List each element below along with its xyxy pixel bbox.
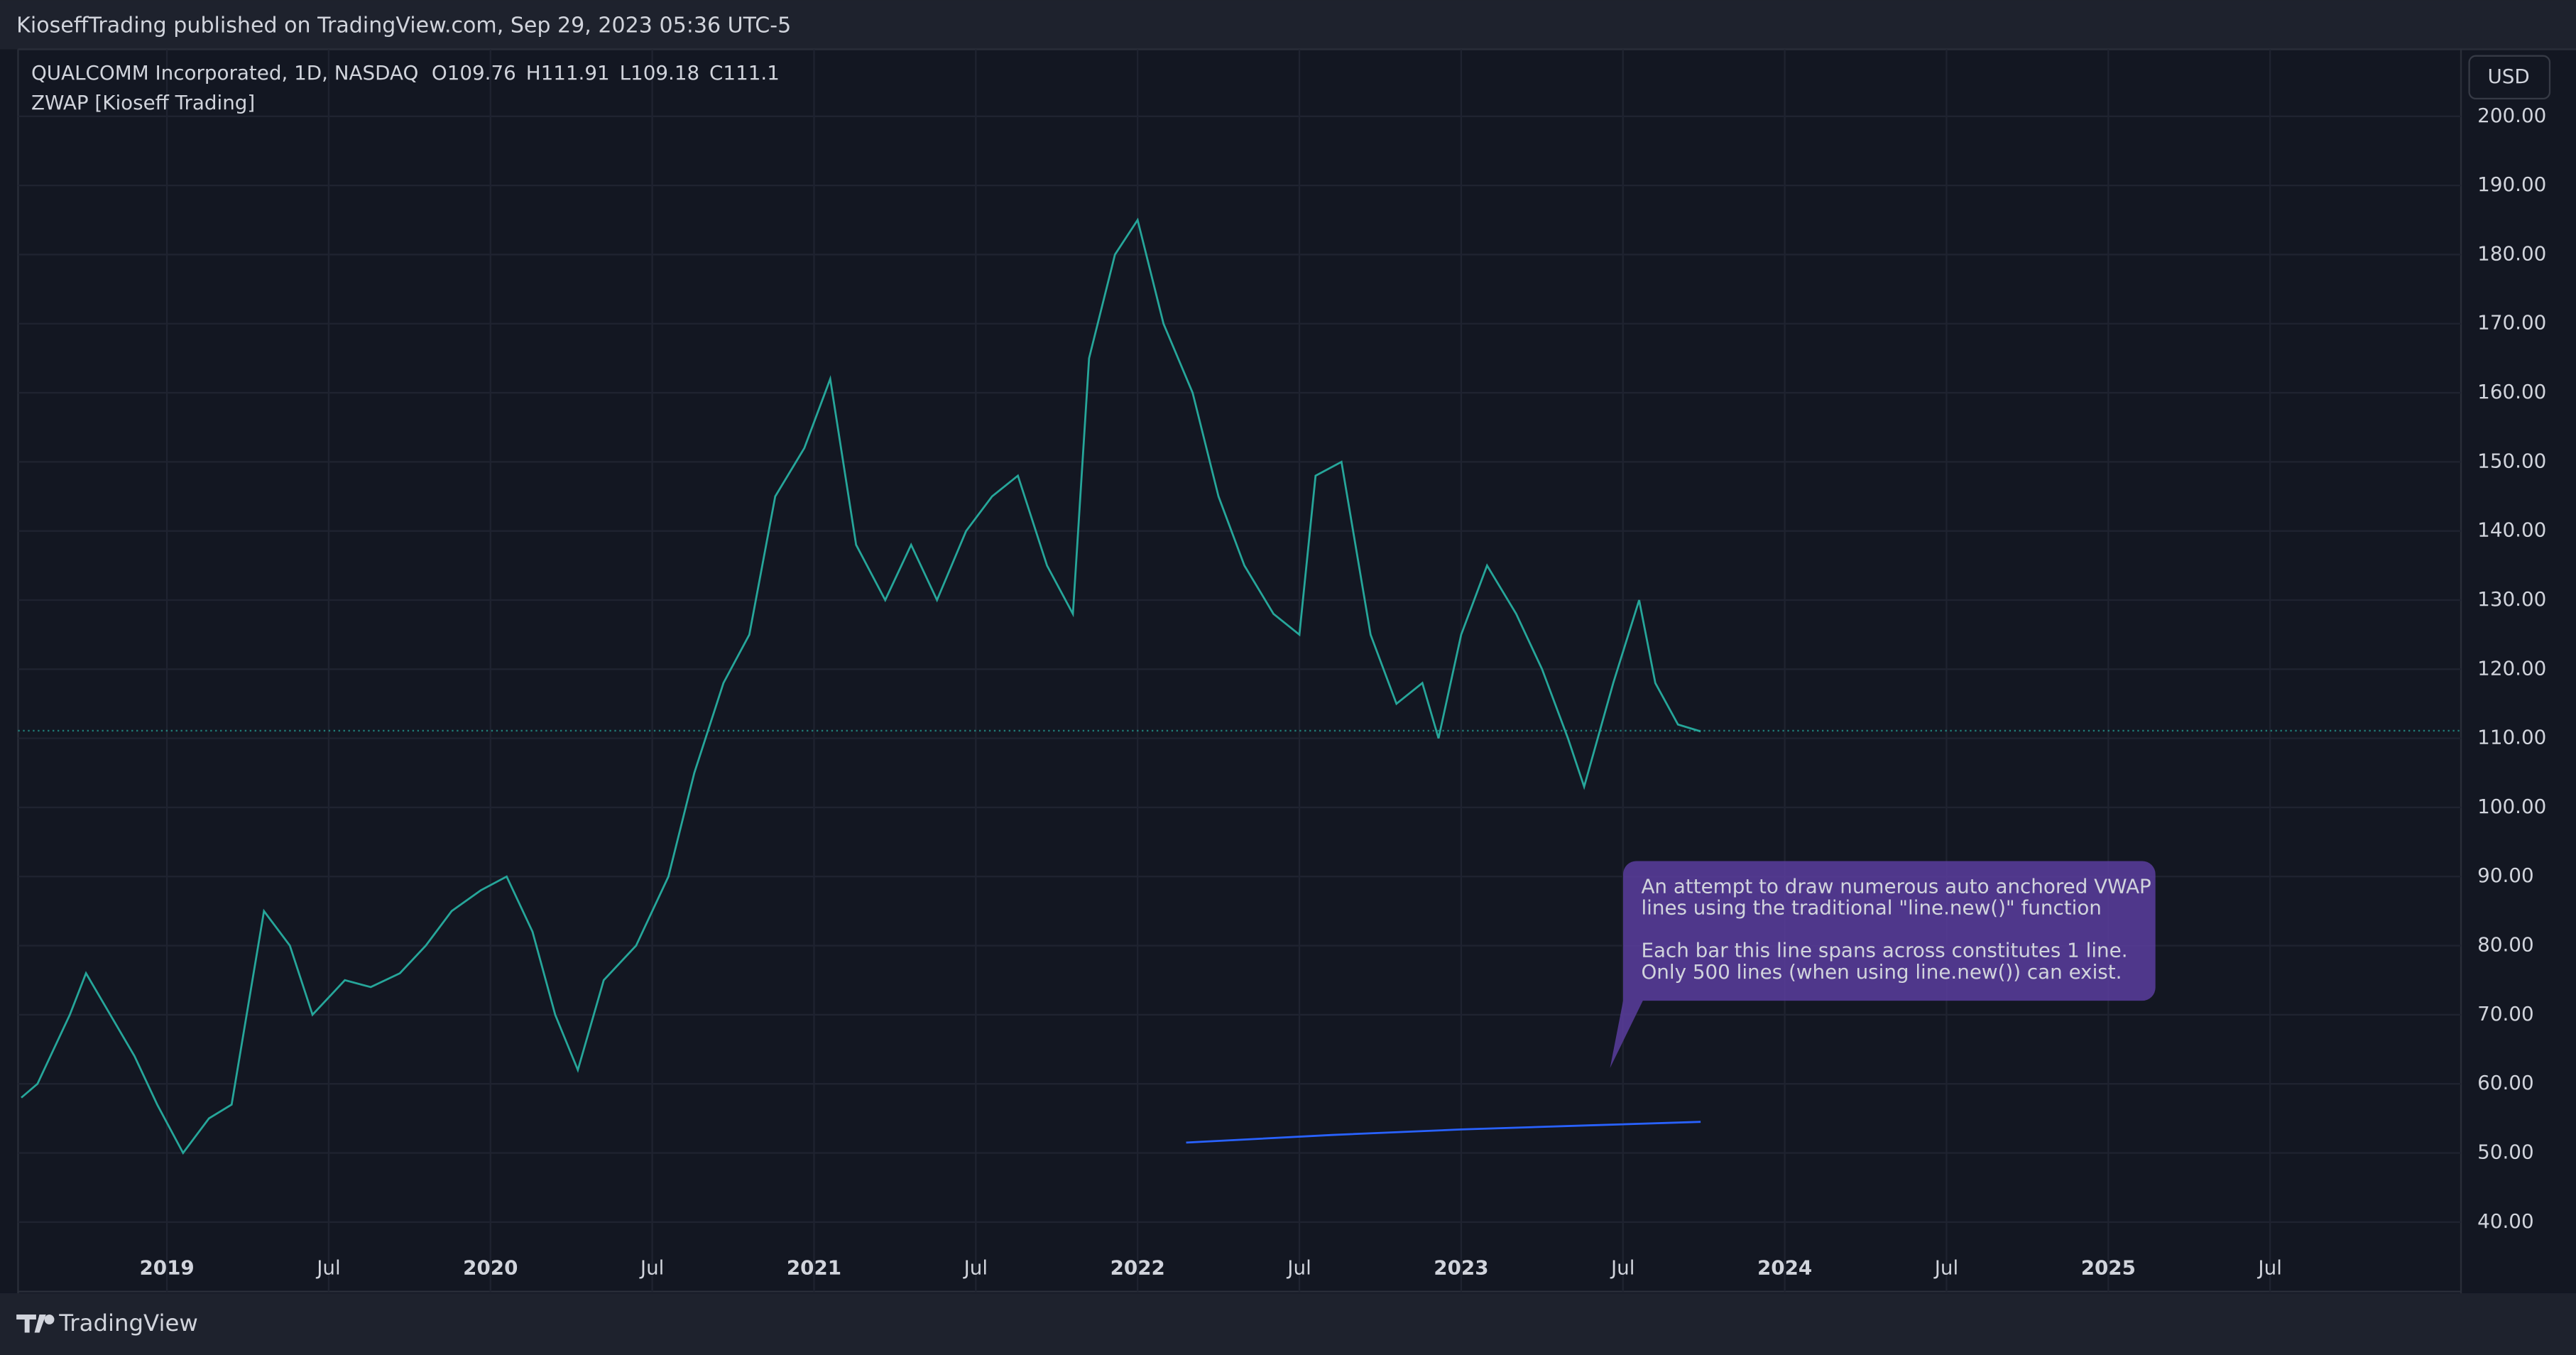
header-text: KioseffTrading published on TradingView.…: [16, 13, 791, 38]
y-tick-label: 130.00: [2477, 587, 2546, 611]
y-tick-label: 70.00: [2477, 1002, 2533, 1025]
plot: 40.00 50.00 60.00 70.00 80.00 90.00 100.00 110.…: [17, 48, 2576, 1293]
ohlc-label: O: [432, 61, 447, 85]
y-tick-label: 40.00: [2477, 1209, 2533, 1233]
annotation-line: An attempt to draw numerous auto anchore…: [1641, 874, 2151, 898]
footer-logo: TradingView: [58, 1310, 198, 1337]
x-tick-label: 2020: [463, 1256, 518, 1279]
y-tick-label: 90.00: [2477, 864, 2533, 887]
y-tick-label: 170.00: [2477, 311, 2546, 334]
y-tick-label: 100.00: [2477, 795, 2546, 818]
annotation-box: [1610, 861, 2156, 1068]
price-line: [1186, 1121, 1701, 1144]
x-tick-label: Jul: [315, 1256, 340, 1279]
ohlc-value: 109.18: [631, 61, 699, 85]
y-tick-label: 180.00: [2477, 241, 2546, 265]
y-tick-label: 190.00: [2477, 173, 2546, 196]
ohlc-label: L: [620, 61, 631, 85]
y-tick-label: 150.00: [2477, 449, 2546, 472]
ohlc-label: C: [709, 61, 723, 85]
y-tick-label: 80.00: [2477, 933, 2533, 957]
annotation-line: Only 500 lines (when using line.new()) c…: [1641, 960, 2122, 984]
footer-bar: [0, 1293, 2576, 1355]
y-tick-label: 110.00: [2477, 726, 2546, 749]
x-tick-label: 2019: [139, 1256, 194, 1279]
indicator: ZWAP [Kioseff Trading]: [31, 91, 255, 114]
y-tick-label: 200.00: [2477, 104, 2546, 127]
x-tick-label: 2025: [2081, 1256, 2136, 1279]
x-tick-label: Jul: [963, 1256, 988, 1279]
x-tick-label: 2024: [1757, 1256, 1812, 1279]
symbol: QUALCOMM Incorporated, 1D, NASDAQ: [31, 61, 418, 85]
x-tick-label: 2022: [1110, 1256, 1165, 1279]
y-tick-label: 120.00: [2477, 656, 2546, 680]
y-tick-label: 60.00: [2477, 1071, 2533, 1094]
logo-icon: [16, 1315, 55, 1333]
annotation-line: lines using the traditional "line.new()"…: [1641, 896, 2101, 920]
x-tick-label: Jul: [639, 1256, 664, 1279]
x-tick-label: 2021: [787, 1256, 841, 1279]
x-tick-label: Jul: [1933, 1256, 1958, 1279]
currency[interactable]: USD: [2487, 65, 2529, 88]
y-tick-label: 160.00: [2477, 380, 2546, 403]
ohlc-value: 111.1: [723, 61, 779, 85]
x-tick-label: Jul: [1286, 1256, 1311, 1279]
x-tick-label: Jul: [1610, 1256, 1634, 1279]
price-line: [21, 217, 1701, 1155]
x-tick-label: 2023: [1434, 1256, 1488, 1279]
y-tick-label: 140.00: [2477, 518, 2546, 542]
ohlc-value: 109.76: [447, 61, 516, 85]
header-bar: [0, 0, 2576, 50]
currency-box[interactable]: [2468, 55, 2551, 100]
ohlc-value: 111.91: [541, 61, 610, 85]
x-tick-label: Jul: [2256, 1256, 2281, 1279]
annotation-line: Each bar this line spans across constitu…: [1641, 939, 2127, 962]
y-tick-label: 50.00: [2477, 1140, 2533, 1163]
ohlc-label: H: [526, 61, 541, 85]
